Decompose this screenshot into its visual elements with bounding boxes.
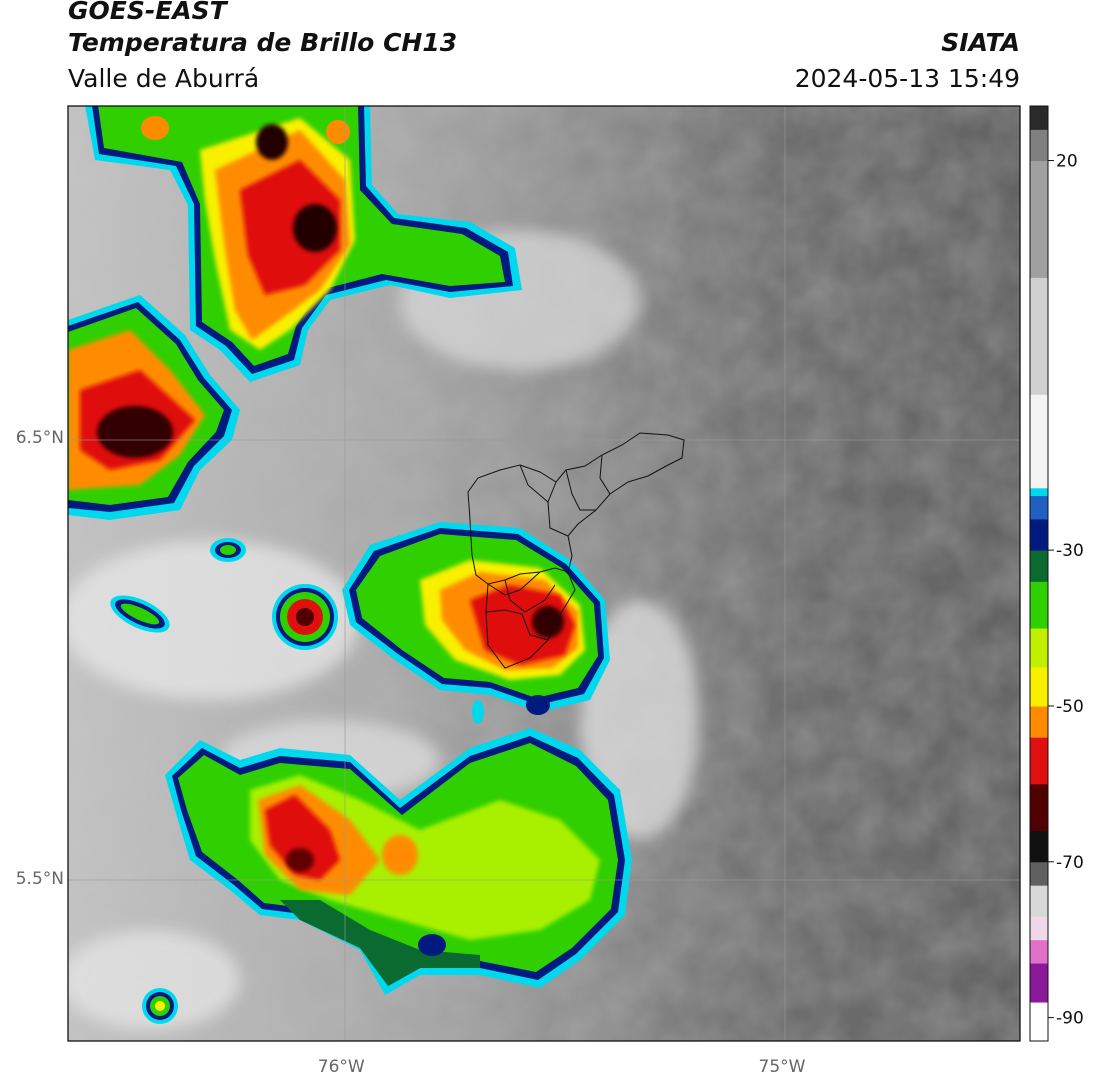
colorbar-segment: [1030, 550, 1048, 582]
colorbar-tick-label: -70: [1056, 853, 1084, 873]
colorbar-segment: [1030, 861, 1048, 886]
colorbar-segment: [1030, 628, 1048, 668]
aburra-outline: [485, 571, 576, 669]
colorbar-segment: [1030, 783, 1048, 832]
boundary-6: [504, 579, 556, 613]
boundary-4: [599, 454, 611, 495]
colorbar-segment: [1030, 518, 1048, 551]
colorbar-frame: [1029, 105, 1049, 1042]
colorbar-segment: [1030, 277, 1048, 395]
municipal-boundaries: [467, 432, 685, 669]
cloud-cluster-west: [68, 295, 240, 520]
colorbar-segment: [1030, 581, 1048, 629]
colorbar-segment: [1030, 939, 1048, 964]
region-outline: [467, 432, 685, 585]
boundary-2: [547, 481, 557, 503]
colorbar-tick-label: -50: [1056, 697, 1084, 717]
colorbar-segment: [1030, 106, 1048, 130]
colorbar-segment: [1030, 667, 1048, 707]
colorbar-segment: [1030, 885, 1048, 917]
colorbar-segment: [1030, 487, 1048, 497]
colorbar-tick-label: -30: [1056, 541, 1084, 561]
boundary-5: [487, 571, 541, 596]
axis-labels: 6.5°N 5.5°N 76°W 75°W: [16, 428, 806, 1077]
colorbar-segment: [1030, 495, 1048, 520]
cloud-cluster-center: [342, 522, 610, 712]
colorbar-segment: [1030, 830, 1048, 863]
boundary-8: [521, 613, 549, 641]
cloud-cluster-north: [85, 106, 522, 382]
map-area: [68, 106, 1020, 1041]
colorbar-tick-label: 20: [1056, 152, 1078, 172]
lon-tick-label: 76°W: [318, 1057, 365, 1077]
colorbar-segment: [1030, 916, 1048, 941]
lon-tick-label: 75°W: [759, 1057, 806, 1077]
colorbar-tick-label: -90: [1056, 1009, 1084, 1029]
gridlines: [68, 106, 1020, 1041]
colorbar-segment: [1030, 160, 1048, 278]
satellite-title: GOES-EAST: [68, 0, 227, 25]
region-title: Valle de Aburrá: [68, 64, 260, 93]
colorbar-segment: [1030, 394, 1048, 489]
small-cells: [110, 538, 550, 1024]
cloud-cluster-south: [165, 728, 632, 995]
lat-tick-label: 6.5°N: [16, 428, 64, 448]
colorbar-segment: [1030, 963, 1048, 1003]
boundary-3: [565, 469, 596, 511]
agency-label: SIATA: [941, 28, 1020, 57]
colorbar-segment: [1030, 129, 1048, 162]
colorbar: 20 -30 -50 -70 -90: [1029, 105, 1084, 1042]
colorbar-segment: [1030, 1002, 1048, 1042]
colorbar-segment: [1030, 737, 1048, 785]
boundary-7: [485, 609, 523, 615]
map-frame: [67, 105, 1021, 1042]
product-title: Temperatura de Brillo CH13: [68, 28, 458, 57]
colorbar-segment: [1030, 705, 1048, 738]
timestamp-label: 2024-05-13 15:49: [794, 64, 1020, 93]
lat-tick-label: 5.5°N: [16, 869, 64, 889]
